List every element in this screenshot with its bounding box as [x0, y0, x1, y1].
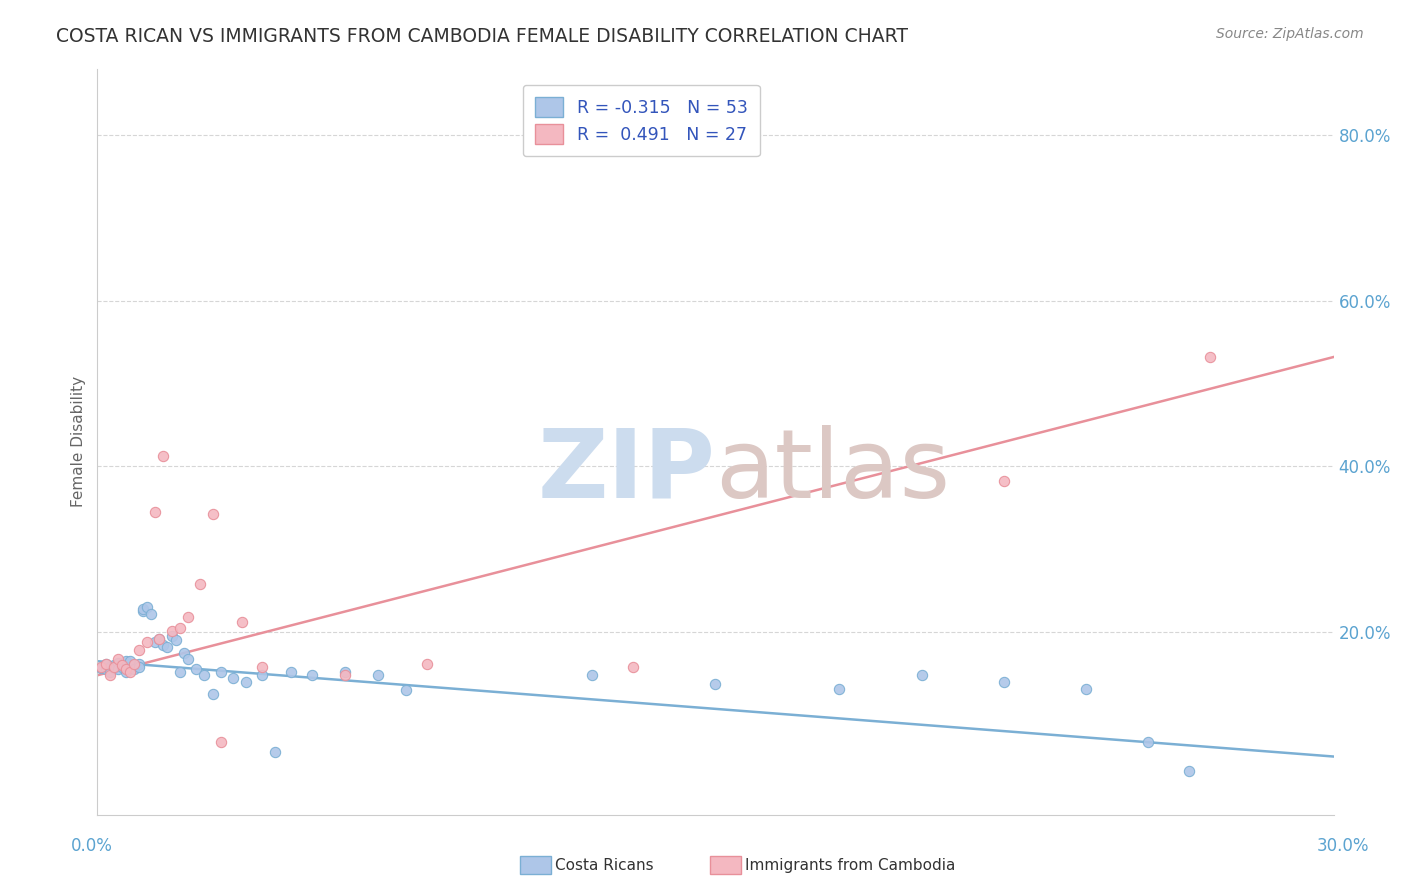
Point — [367, 668, 389, 682]
Point — [160, 624, 183, 638]
Point — [416, 657, 439, 671]
Point — [90, 660, 112, 674]
Point — [280, 665, 302, 679]
Legend: R = -0.315   N = 53, R =  0.491   N = 27: R = -0.315 N = 53, R = 0.491 N = 27 — [523, 85, 759, 156]
Point — [128, 657, 150, 671]
Point — [103, 661, 125, 675]
Point — [235, 674, 257, 689]
Point — [190, 577, 212, 591]
Point — [94, 663, 117, 677]
Point — [160, 629, 183, 643]
Point — [120, 665, 142, 679]
Point — [115, 665, 138, 679]
Point — [120, 654, 142, 668]
Point — [131, 602, 153, 616]
Point — [201, 508, 224, 522]
Point — [152, 638, 174, 652]
Point — [94, 657, 117, 671]
Point — [993, 674, 1015, 689]
Text: 30.0%: 30.0% — [1316, 837, 1369, 855]
Point — [139, 607, 162, 621]
Point — [186, 663, 208, 677]
Point — [107, 651, 129, 665]
Point — [250, 668, 273, 682]
Text: Immigrants from Cambodia: Immigrants from Cambodia — [745, 858, 956, 872]
Point — [111, 660, 134, 674]
Point — [263, 745, 285, 759]
Point — [333, 668, 356, 682]
Point — [301, 668, 323, 682]
Point — [103, 658, 125, 673]
Point — [148, 632, 170, 646]
Point — [165, 633, 187, 648]
Point — [98, 668, 121, 682]
Point — [128, 643, 150, 657]
Text: COSTA RICAN VS IMMIGRANTS FROM CAMBODIA FEMALE DISABILITY CORRELATION CHART: COSTA RICAN VS IMMIGRANTS FROM CAMBODIA … — [56, 27, 908, 45]
Point — [98, 665, 121, 679]
Point — [107, 656, 129, 670]
Point — [124, 657, 146, 671]
Point — [111, 658, 134, 673]
Point — [94, 657, 117, 671]
Point — [90, 661, 112, 675]
Point — [98, 660, 121, 674]
Point — [193, 668, 215, 682]
Text: ZIP: ZIP — [537, 425, 716, 518]
Point — [704, 676, 727, 690]
Point — [222, 671, 245, 685]
Point — [993, 475, 1015, 489]
Point — [169, 665, 191, 679]
Point — [333, 665, 356, 679]
Point — [1178, 764, 1201, 779]
Point — [828, 681, 851, 696]
Text: atlas: atlas — [716, 425, 950, 518]
Text: Costa Ricans: Costa Ricans — [555, 858, 654, 872]
Point — [124, 663, 146, 677]
Point — [209, 734, 232, 748]
Point — [395, 683, 418, 698]
Point — [910, 668, 932, 682]
Text: Source: ZipAtlas.com: Source: ZipAtlas.com — [1216, 27, 1364, 41]
Point — [173, 646, 195, 660]
Point — [120, 660, 142, 674]
Point — [143, 635, 166, 649]
Point — [152, 450, 174, 464]
Point — [111, 658, 134, 673]
Point — [177, 651, 200, 665]
Point — [1137, 734, 1160, 748]
Point — [581, 668, 603, 682]
Point — [201, 687, 224, 701]
Point — [148, 632, 170, 646]
Point — [135, 600, 157, 615]
Point — [1076, 681, 1098, 696]
Point — [143, 505, 166, 519]
Point — [1199, 350, 1222, 364]
Point — [231, 615, 253, 630]
Point — [103, 660, 125, 674]
Text: 0.0%: 0.0% — [70, 837, 112, 855]
Point — [177, 610, 200, 624]
Point — [209, 665, 232, 679]
Point — [250, 660, 273, 674]
Point — [107, 663, 129, 677]
Point — [115, 654, 138, 668]
Point — [156, 640, 179, 654]
Point — [169, 621, 191, 635]
Point — [124, 658, 146, 673]
Point — [135, 635, 157, 649]
Y-axis label: Female Disability: Female Disability — [72, 376, 86, 508]
Point — [621, 660, 644, 674]
Point — [115, 663, 138, 677]
Point — [131, 605, 153, 619]
Point — [128, 660, 150, 674]
